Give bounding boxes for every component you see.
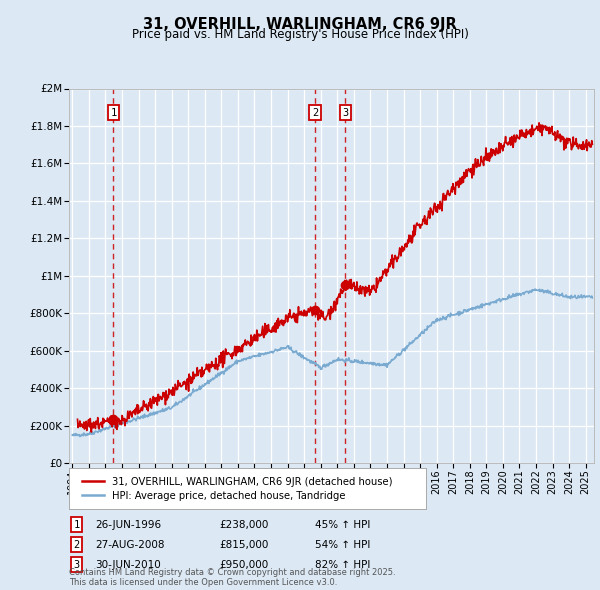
Text: 2: 2: [312, 108, 318, 118]
Legend: 31, OVERHILL, WARLINGHAM, CR6 9JR (detached house), HPI: Average price, detached: 31, OVERHILL, WARLINGHAM, CR6 9JR (detac…: [77, 473, 396, 504]
Text: Price paid vs. HM Land Registry's House Price Index (HPI): Price paid vs. HM Land Registry's House …: [131, 28, 469, 41]
Text: Contains HM Land Registry data © Crown copyright and database right 2025.
This d: Contains HM Land Registry data © Crown c…: [69, 568, 395, 587]
Text: 27-AUG-2008: 27-AUG-2008: [95, 540, 164, 549]
Text: 45% ↑ HPI: 45% ↑ HPI: [315, 520, 370, 529]
Text: 31, OVERHILL, WARLINGHAM, CR6 9JR: 31, OVERHILL, WARLINGHAM, CR6 9JR: [143, 17, 457, 31]
Text: 26-JUN-1996: 26-JUN-1996: [95, 520, 161, 529]
Text: 54% ↑ HPI: 54% ↑ HPI: [315, 540, 370, 549]
Text: £815,000: £815,000: [219, 540, 268, 549]
Text: 30-JUN-2010: 30-JUN-2010: [95, 560, 161, 569]
Text: 82% ↑ HPI: 82% ↑ HPI: [315, 560, 370, 569]
Text: 3: 3: [74, 560, 80, 569]
Text: 3: 3: [342, 108, 349, 118]
Text: 2: 2: [74, 540, 80, 549]
Text: £950,000: £950,000: [219, 560, 268, 569]
Text: £238,000: £238,000: [219, 520, 268, 529]
Text: 1: 1: [74, 520, 80, 529]
Text: 1: 1: [110, 108, 116, 118]
